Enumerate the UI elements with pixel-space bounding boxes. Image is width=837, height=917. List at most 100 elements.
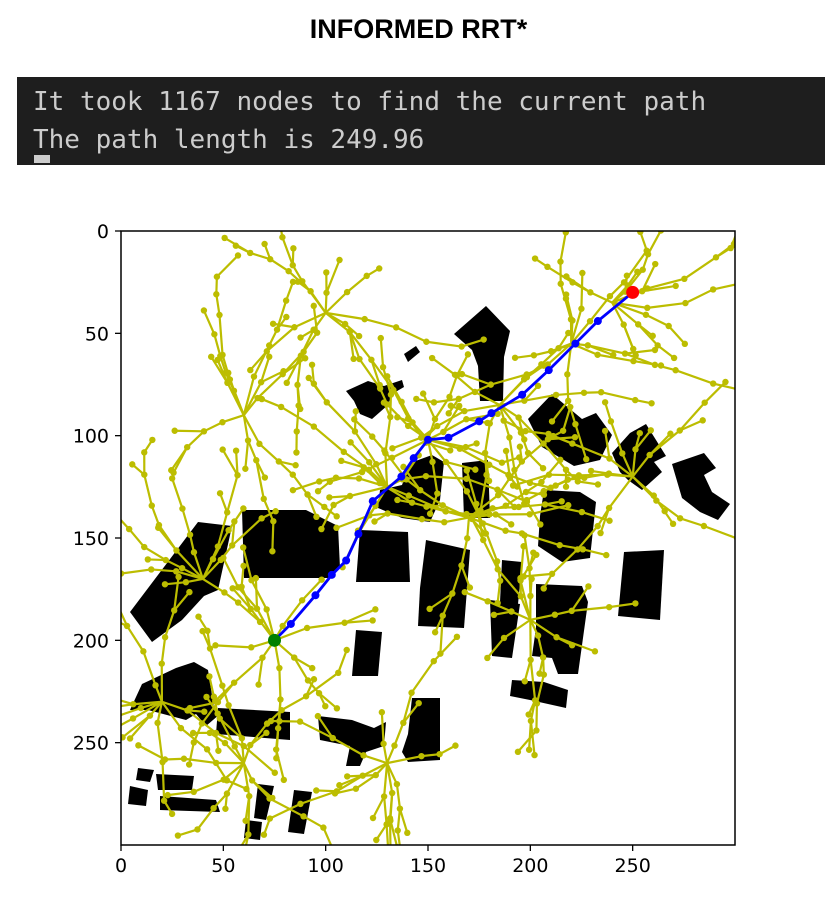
tree-edge: [729, 234, 735, 249]
tree-edge: [174, 429, 204, 433]
tree-edge: [460, 565, 471, 588]
tree-node: [373, 836, 380, 844]
tree-edge: [312, 383, 328, 403]
tree-edge: [306, 494, 318, 518]
tree-node: [336, 256, 343, 264]
path-node: [593, 317, 602, 326]
tree-edge: [226, 762, 245, 795]
tree-edge: [451, 565, 463, 594]
tree-node: [652, 260, 659, 268]
tree-edge: [193, 778, 225, 793]
path-node: [409, 454, 418, 463]
tree-node: [591, 648, 599, 655]
y-tick-label: 100: [73, 426, 109, 448]
tree-node: [632, 352, 639, 359]
tree-node: [397, 846, 403, 852]
tree-edge: [386, 755, 422, 765]
tree-node: [369, 814, 377, 822]
obstacle: [612, 424, 666, 490]
tree-node: [400, 891, 406, 897]
obstacle: [404, 346, 420, 362]
tree-edge: [355, 774, 377, 790]
tree-edge: [189, 701, 219, 710]
tree-edge: [299, 720, 334, 740]
tree-edge: [262, 498, 275, 522]
tree-edge: [161, 701, 182, 729]
y-tick-label: 200: [73, 630, 109, 652]
rrt-plot: 0 50 100 150 200 250 0 50 100 150 200 250: [27, 200, 759, 900]
tree-node: [385, 853, 391, 859]
tree-edge: [562, 406, 572, 432]
tree-edge: [421, 518, 445, 524]
tree-node: [537, 521, 544, 528]
tree-edge: [175, 549, 204, 580]
tree-node: [27, 751, 33, 757]
y-tick-label: 50: [85, 323, 109, 345]
tree-edge: [407, 417, 428, 444]
tree-node: [490, 611, 498, 619]
tree-edge: [202, 310, 216, 335]
tree-edge: [395, 326, 427, 343]
tree-edge: [296, 384, 300, 406]
tree-node: [273, 200, 279, 206]
tree-node: [376, 381, 383, 389]
tree-node: [295, 402, 302, 409]
tree-edge: [324, 292, 328, 313]
tree-edge: [468, 494, 499, 519]
tree-edge: [247, 796, 251, 835]
tree-edge: [222, 557, 240, 588]
tree-edge: [385, 824, 389, 845]
tree-edge: [143, 474, 153, 506]
tree-node: [461, 588, 468, 596]
tree-edge: [458, 383, 492, 400]
tree-edge: [596, 507, 611, 527]
tree-edge: [160, 637, 167, 664]
tree-edge: [206, 748, 228, 781]
x-tick-label: 50: [211, 855, 235, 877]
tree-edge: [529, 700, 537, 722]
tree-edge: [201, 546, 219, 580]
tree-node: [500, 417, 507, 424]
tree-node: [310, 676, 318, 683]
path-node: [311, 591, 320, 600]
tree-edge: [597, 353, 634, 363]
tree-edge: [370, 359, 395, 391]
tree-edge: [466, 517, 471, 539]
tree-edge: [293, 656, 313, 670]
tree-edge: [544, 503, 583, 514]
tree-node: [86, 766, 92, 772]
tree-node: [418, 752, 425, 760]
tree-node: [103, 758, 109, 764]
tree-edge: [380, 856, 388, 875]
tree-edge: [306, 621, 345, 630]
tree-edge: [150, 505, 161, 526]
tree-edge: [281, 236, 294, 266]
tree-edge: [420, 425, 438, 439]
tree-node: [234, 252, 242, 259]
tree-edge: [221, 449, 239, 476]
tree-node: [753, 530, 759, 536]
tree-edge: [631, 475, 655, 497]
tree-edge: [523, 535, 531, 569]
tree-node: [308, 361, 316, 368]
tree-node: [496, 577, 504, 584]
tree-edge: [503, 618, 531, 639]
tree-edge: [609, 281, 625, 297]
tree-edge: [675, 369, 714, 385]
tree-node: [347, 439, 354, 446]
tree-edge: [497, 477, 511, 496]
tree-edge: [220, 898, 230, 900]
tree-edge: [647, 277, 685, 290]
tree-edge: [624, 352, 656, 366]
tree-edge: [505, 491, 527, 507]
tree-edge: [388, 818, 392, 845]
tree-edge: [429, 493, 439, 515]
tree-edge: [428, 592, 453, 610]
tree-edge: [242, 381, 263, 416]
tree-edge: [570, 308, 583, 344]
tree-edge: [445, 510, 470, 519]
path-line: [273, 291, 634, 642]
tree-edge: [213, 333, 222, 357]
tree-edge: [483, 452, 488, 475]
tree-edge: [571, 442, 610, 460]
